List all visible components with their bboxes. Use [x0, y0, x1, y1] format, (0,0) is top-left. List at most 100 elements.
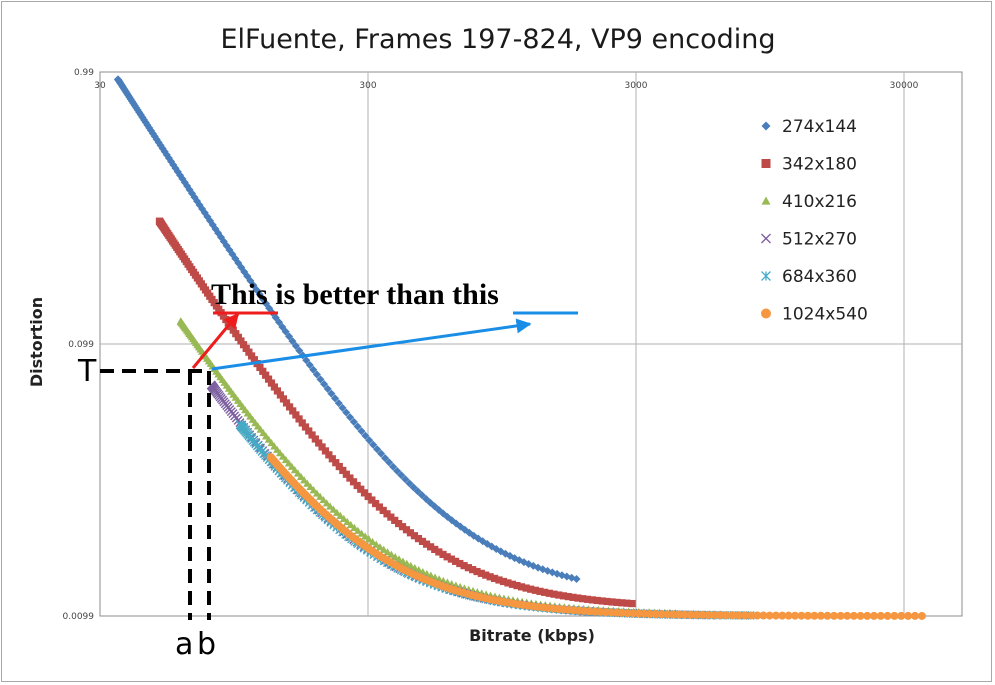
data-point — [335, 462, 343, 471]
data-point — [285, 332, 294, 341]
data-point — [395, 555, 404, 563]
data-point — [327, 389, 336, 398]
data-point — [250, 356, 258, 364]
tick-labels: 30 300 3000 30000 0.99 0.099 0.0099 — [63, 68, 919, 622]
data-point — [357, 427, 366, 436]
label-b: b — [197, 627, 216, 662]
data-point — [402, 559, 411, 567]
data-point — [237, 337, 245, 345]
data-point — [375, 503, 384, 511]
data-point — [346, 520, 355, 529]
data-point — [618, 599, 626, 607]
data-point — [823, 611, 832, 620]
data-point — [406, 561, 415, 570]
data-point — [368, 496, 376, 504]
data-point — [447, 555, 455, 563]
data-point — [531, 586, 539, 594]
legend-marker-1024x540 — [761, 308, 771, 319]
data-point — [316, 375, 325, 384]
data-point — [365, 436, 374, 445]
data-point — [876, 611, 885, 620]
data-point — [339, 466, 347, 475]
data-point — [803, 611, 812, 620]
data-point — [410, 563, 419, 572]
data-point — [311, 435, 319, 443]
data-point — [289, 407, 297, 415]
data-point — [765, 611, 774, 620]
data-point — [264, 375, 273, 383]
gridlines — [99, 71, 963, 617]
data-point — [360, 489, 369, 497]
data-point — [395, 519, 403, 528]
data-point — [397, 471, 406, 480]
data-point — [657, 610, 666, 619]
annotation-this-blue: this — [452, 278, 499, 311]
data-point — [504, 579, 512, 587]
data-point — [527, 585, 535, 593]
y-tick-label: 0.0099 — [63, 612, 95, 622]
data-point — [473, 567, 481, 576]
data-point — [312, 370, 321, 379]
data-point — [334, 399, 343, 408]
data-point — [435, 548, 443, 556]
data-point — [778, 611, 787, 620]
data-point — [305, 427, 313, 435]
x-tick-label: 30000 — [890, 81, 919, 91]
x-tick-label: 30 — [94, 81, 106, 91]
data-point — [375, 543, 384, 551]
data-point — [704, 611, 713, 620]
series-684x360 — [235, 420, 755, 620]
data-point — [292, 411, 300, 419]
data-point — [623, 599, 631, 607]
data-point — [385, 458, 394, 467]
data-point — [431, 545, 439, 554]
series-342x180 — [155, 217, 636, 608]
data-point — [343, 517, 352, 526]
data-point — [536, 587, 544, 595]
x-axis-label: Bitrate (kbps) — [469, 626, 595, 645]
data-point — [486, 573, 494, 581]
annotation-text: This is better than this — [211, 278, 499, 311]
data-point — [291, 341, 300, 350]
data-point — [668, 610, 677, 619]
data-point — [267, 379, 276, 387]
data-point — [372, 499, 380, 508]
data-point — [564, 593, 572, 601]
data-point — [372, 540, 381, 548]
data-point — [456, 559, 464, 568]
data-point — [869, 611, 878, 620]
data-point — [387, 513, 395, 521]
legend-label-410x216: 410x216 — [782, 192, 857, 212]
data-point — [410, 532, 419, 540]
data-point — [513, 582, 521, 590]
data-point — [234, 333, 242, 341]
data-point — [686, 610, 695, 619]
data-point — [816, 611, 825, 620]
data-point — [508, 580, 517, 588]
data-point — [342, 408, 351, 417]
data-point — [353, 526, 362, 534]
data-point — [315, 439, 323, 447]
data-point — [628, 599, 636, 608]
data-point — [309, 365, 318, 374]
data-point — [728, 611, 737, 620]
legend-marker-684x360 — [761, 271, 771, 281]
data-point — [550, 590, 558, 598]
data-point — [897, 611, 906, 620]
data-point — [329, 505, 338, 513]
data-point — [256, 363, 264, 372]
data-point — [321, 447, 330, 455]
data-point — [477, 569, 485, 577]
data-point — [559, 592, 568, 600]
data-point — [469, 566, 477, 574]
data-point — [346, 413, 355, 422]
data-point — [849, 611, 858, 620]
data-point — [232, 330, 240, 338]
data-point — [574, 594, 582, 602]
data-point — [328, 455, 336, 463]
data-point — [316, 492, 325, 500]
data-point — [391, 552, 400, 561]
data-point — [640, 609, 649, 618]
